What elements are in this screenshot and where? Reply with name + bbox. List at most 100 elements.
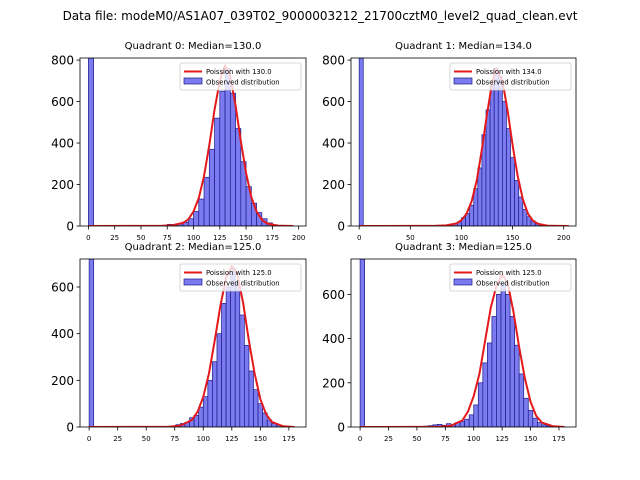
panel-title: Quadrant 0: Median=130.0 bbox=[125, 41, 262, 52]
y-tick-label: 800 bbox=[51, 54, 74, 68]
histogram-bar bbox=[532, 417, 538, 427]
y-tick-label: 200 bbox=[322, 376, 345, 390]
y-tick-label: 0 bbox=[66, 220, 74, 234]
panel-quadrant-2: Quadrant 2: Median=125.0 0 25 50 75 100 125 150… bbox=[51, 242, 307, 443]
histogram-bar bbox=[514, 180, 520, 226]
x-tick-label: 150 bbox=[506, 234, 519, 242]
x-tick-label: 50 bbox=[137, 234, 146, 242]
histogram-bar bbox=[464, 418, 470, 427]
histogram-bar bbox=[359, 259, 365, 427]
panel-quadrant-3: Quadrant 3: Median=125.0 0 25 50 75 100 125 150… bbox=[322, 242, 577, 443]
legend-observed-swatch bbox=[183, 77, 203, 85]
histogram-bar bbox=[88, 259, 95, 427]
x-tick-label: 0 bbox=[87, 435, 91, 443]
histogram-bar bbox=[225, 286, 232, 427]
legend-poisson-label: Poission with 134.0 bbox=[476, 68, 542, 76]
y-tick-label: 600 bbox=[51, 281, 74, 295]
histogram-bar bbox=[239, 314, 245, 427]
y-tick-label: 0 bbox=[337, 421, 345, 435]
x-tick-label: 100 bbox=[197, 435, 210, 443]
panel-title: Quadrant 3: Median=125.0 bbox=[395, 242, 532, 253]
histogram-bar bbox=[468, 414, 475, 427]
histogram-bar bbox=[505, 294, 511, 427]
y-tick-label: 0 bbox=[337, 220, 345, 234]
histogram-bar bbox=[527, 410, 534, 427]
histogram-bar bbox=[473, 404, 479, 427]
legend-box bbox=[179, 62, 302, 91]
x-tick-label: 100 bbox=[187, 234, 200, 242]
x-tick-label: 25 bbox=[110, 234, 119, 242]
legend: Poission with 134.0 Observed distribution bbox=[449, 62, 572, 91]
histogram-bar bbox=[518, 373, 525, 427]
y-tick-label: 600 bbox=[322, 95, 345, 109]
histogram-bar bbox=[248, 370, 254, 427]
x-tick-label: 50 bbox=[142, 435, 151, 443]
x-tick-label: 175 bbox=[282, 435, 295, 443]
histogram-bar bbox=[502, 101, 507, 226]
histogram-bars bbox=[359, 259, 556, 427]
histogram-bar bbox=[493, 68, 499, 226]
x-tick-label: 150 bbox=[239, 234, 252, 242]
x-tick-label: 125 bbox=[495, 435, 508, 443]
histogram-bar bbox=[477, 382, 484, 427]
histogram-bar bbox=[229, 92, 236, 226]
histogram-bar bbox=[477, 167, 483, 226]
histogram-bar bbox=[500, 282, 506, 427]
legend-box bbox=[449, 263, 572, 292]
axes-frame bbox=[350, 258, 577, 428]
histogram-bar bbox=[496, 294, 502, 427]
y-tick-label: 800 bbox=[322, 54, 345, 68]
x-tick-label: 175 bbox=[266, 234, 279, 242]
histogram-bar bbox=[509, 316, 515, 427]
legend-observed-swatch bbox=[453, 278, 473, 286]
y-tick-label: 200 bbox=[51, 374, 74, 388]
x-tick-label: 0 bbox=[358, 435, 362, 443]
histogram-bar bbox=[207, 379, 213, 427]
legend-box bbox=[179, 263, 302, 292]
histogram-bar bbox=[358, 58, 364, 226]
histogram-bar bbox=[202, 396, 209, 427]
histogram-bar bbox=[491, 316, 497, 427]
x-tick-label: 125 bbox=[225, 435, 238, 443]
histogram-bar bbox=[482, 362, 488, 427]
histogram-bar bbox=[219, 90, 226, 226]
histogram-bar bbox=[469, 204, 475, 226]
histogram-bar bbox=[212, 361, 218, 427]
x-tick-label: 75 bbox=[163, 234, 172, 242]
histogram-bar bbox=[487, 342, 493, 427]
histogram-bar bbox=[518, 196, 524, 226]
axes-frame bbox=[79, 258, 307, 428]
figure-suptitle: Data file: modeM0/AS1A07_039T02_90000032… bbox=[63, 9, 578, 23]
panel-title: Quadrant 2: Median=125.0 bbox=[125, 242, 262, 253]
histogram-bar bbox=[257, 403, 263, 427]
histogram-bar bbox=[198, 406, 204, 427]
poisson-curve bbox=[360, 273, 565, 427]
x-tick-label: 200 bbox=[557, 234, 570, 242]
legend-poisson-label: Poission with 125.0 bbox=[476, 269, 542, 277]
histogram-bar bbox=[230, 267, 236, 427]
histogram-bar bbox=[216, 333, 222, 427]
histogram-bar bbox=[244, 344, 250, 427]
poisson-curve bbox=[359, 67, 569, 226]
x-tick-label: 50 bbox=[412, 435, 421, 443]
histogram-bars bbox=[358, 58, 548, 226]
y-tick-label: 200 bbox=[322, 178, 345, 192]
x-tick-label: 150 bbox=[254, 435, 267, 443]
legend-observed-swatch bbox=[453, 77, 473, 85]
x-tick-label: 75 bbox=[170, 435, 179, 443]
histogram-bar bbox=[198, 198, 205, 226]
x-tick-label: 0 bbox=[86, 234, 90, 242]
legend: Poission with 130.0 Observed distribution bbox=[179, 62, 302, 91]
y-tick-label: 600 bbox=[51, 95, 74, 109]
x-tick-label: 125 bbox=[213, 234, 226, 242]
legend: Poission with 125.0 Observed distribution bbox=[449, 263, 572, 292]
x-tick-label: 100 bbox=[455, 234, 468, 242]
x-tick-label: 25 bbox=[113, 435, 122, 443]
x-tick-label: 0 bbox=[357, 234, 361, 242]
y-tick-label: 200 bbox=[51, 178, 74, 192]
histogram-bar bbox=[485, 109, 491, 226]
panel-title: Quadrant 1: Median=134.0 bbox=[395, 41, 532, 52]
x-tick-label: 75 bbox=[441, 435, 450, 443]
legend-observed-label: Observed distribution bbox=[476, 79, 550, 87]
